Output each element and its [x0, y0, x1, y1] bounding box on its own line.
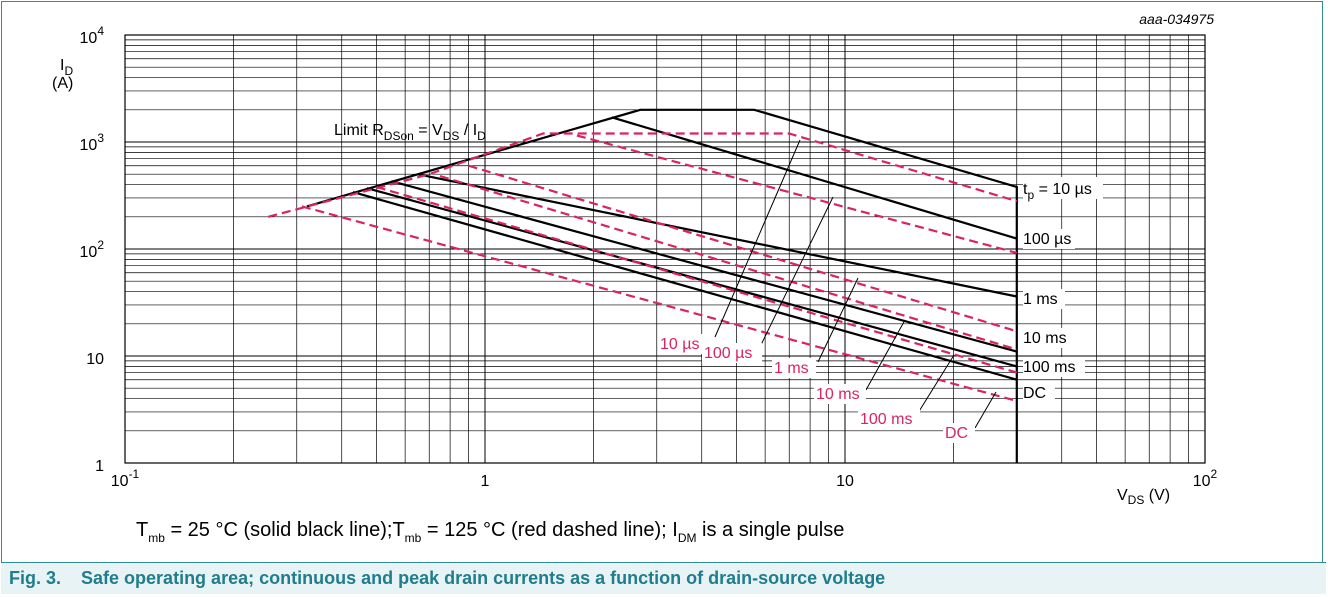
series-group: [268, 108, 1018, 463]
series-solid-3: [391, 180, 1018, 353]
label-bg: [772, 358, 816, 378]
label-1ms: 1 ms: [1023, 291, 1058, 308]
figure-caption: Fig. 3. Safe operating area; continuous …: [9, 568, 886, 588]
figure-caption-bar: Fig. 3. Safe operating area; continuous …: [1, 562, 1326, 594]
x-tick-label: 10-1: [111, 467, 140, 490]
y-tick-label: 10: [86, 351, 104, 368]
label-100ms: 100 ms: [1023, 359, 1075, 376]
y-axis-unit: (A): [52, 75, 73, 92]
label-bg: [1023, 289, 1065, 309]
leader-line-5: [974, 391, 997, 429]
red-label-100us: 100 µs: [704, 345, 752, 362]
label-bg: [1023, 328, 1073, 348]
label-bg: [814, 384, 866, 404]
series-dashed-6: [268, 132, 1018, 218]
plot-border: [124, 34, 1206, 464]
label-10ms: 10 ms: [1023, 330, 1067, 347]
label-bg: [658, 334, 708, 354]
y-axis-label: ID: [60, 57, 73, 78]
leader-line-0: [714, 139, 801, 338]
red-label-1ms: 1 ms: [774, 360, 809, 377]
y-tick-label: 102: [80, 238, 105, 261]
series-dashed-8: [468, 164, 1018, 333]
series-solid-0: [306, 108, 1018, 463]
series-dashed-9: [439, 175, 1018, 351]
figure-code: aaa-034975: [1139, 11, 1214, 27]
red-label-10ms: 10 ms: [816, 386, 860, 403]
label-100us: 100 µs: [1023, 231, 1071, 248]
red-label-100ms: 100 ms: [860, 411, 912, 428]
x-tick-label: 102: [1193, 467, 1218, 490]
tick-labels: 10-1 1 10 102 1 10 102 103 104: [80, 24, 1218, 490]
conditions-text: Tmb = 25 °C (solid black line);Tmb = 125…: [136, 519, 844, 545]
y-tick-label: 1: [95, 458, 104, 475]
x-axis-label: VDS (V): [1117, 487, 1170, 507]
y-tick-label: 103: [80, 131, 105, 154]
limit-rdson-label: Limit RDSon = VDS / ID: [334, 122, 486, 143]
label-bg: [702, 343, 762, 363]
x-tick-label: 10: [836, 473, 854, 490]
leader-line-2: [817, 277, 859, 363]
label-bg: [1023, 357, 1085, 377]
series-solid-2: [417, 173, 1018, 298]
label-tp-10us: tp = 10 µs: [1023, 181, 1092, 202]
label-bg: [1023, 177, 1103, 199]
series-dashed-11: [301, 205, 1018, 403]
series-dashed-7: [576, 134, 1018, 254]
label-bg: [943, 423, 975, 443]
label-bg: [858, 409, 920, 429]
label-bg: [1023, 229, 1075, 249]
x-tick-label: 1: [481, 473, 490, 490]
leader-line-4: [917, 354, 955, 414]
leader-line-3: [865, 319, 906, 391]
red-label-10us: 10 µs: [660, 336, 699, 353]
series-solid-1: [611, 116, 1018, 240]
label-leaders: [714, 139, 997, 429]
leader-line-1: [759, 196, 834, 348]
label-dc: DC: [1023, 385, 1046, 402]
red-label-dc: DC: [945, 425, 968, 442]
label-bg: [1023, 383, 1055, 403]
series-solid-5: [352, 191, 1018, 381]
y-tick-label: 104: [80, 24, 105, 47]
